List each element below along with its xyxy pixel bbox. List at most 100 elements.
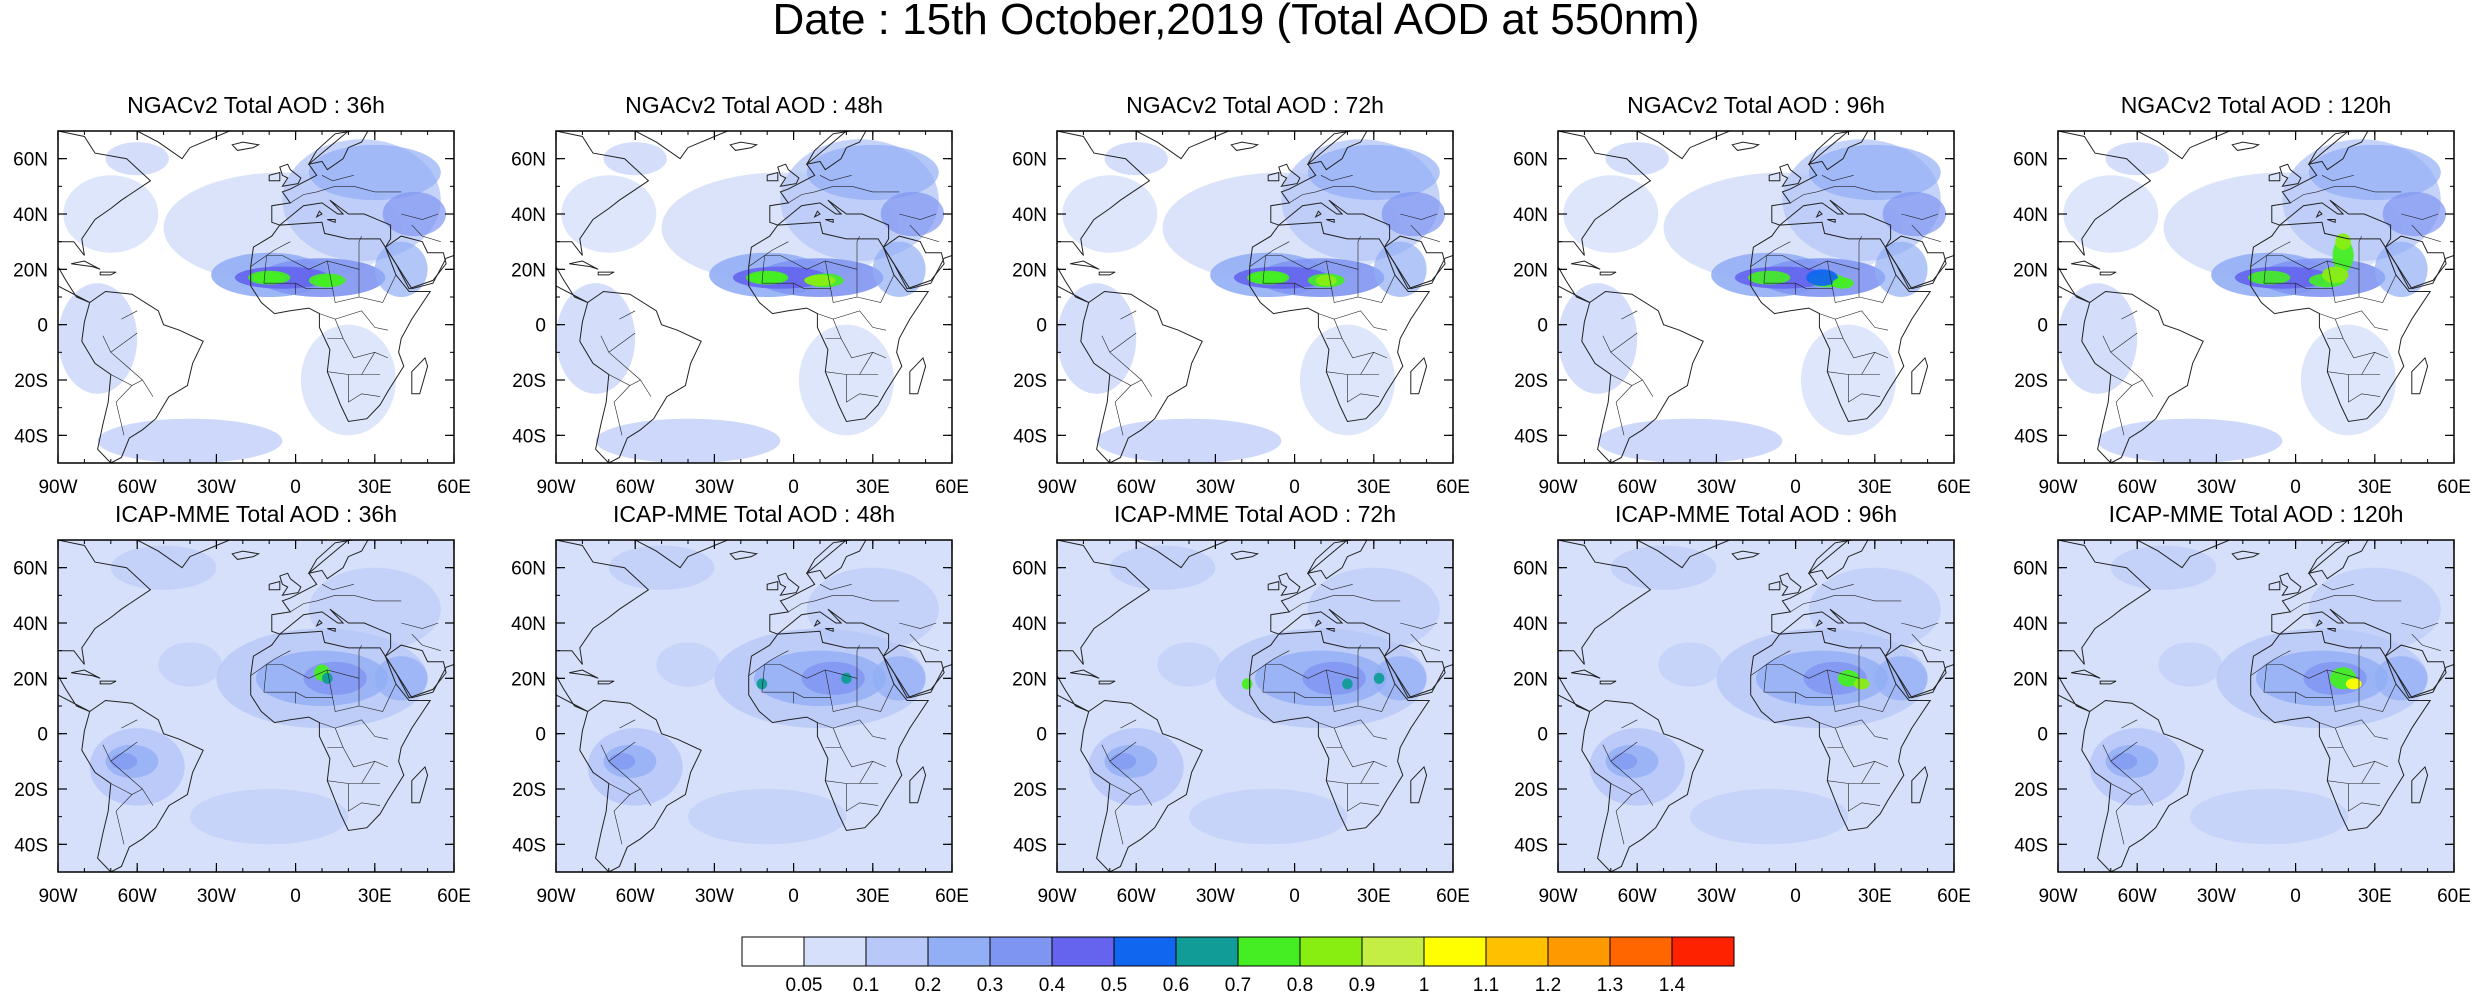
lon-tick-label: 30W bbox=[695, 477, 734, 498]
coastlines bbox=[1558, 540, 1954, 872]
lat-tick-label: 40N bbox=[511, 614, 546, 635]
lat-tick-label: 60N bbox=[511, 559, 546, 580]
lon-tick-label: 0 bbox=[1289, 886, 1300, 907]
lat-tick-label: 60N bbox=[1012, 150, 1047, 171]
lon-tick-label: 90W bbox=[1037, 886, 1076, 907]
panel-title: ICAP-MME Total AOD : 96h bbox=[1614, 501, 1898, 527]
country-borders bbox=[1101, 175, 1440, 436]
lon-tick-label: 0 bbox=[788, 886, 799, 907]
aod-field bbox=[556, 131, 952, 463]
lon-tick-label: 30W bbox=[1196, 477, 1235, 498]
lon-tick-label: 60W bbox=[118, 477, 157, 498]
lon-tick-label: 30E bbox=[856, 477, 890, 498]
coastlines bbox=[1057, 131, 1453, 463]
lon-tick-label: 60E bbox=[1436, 886, 1470, 907]
lon-tick-label: 30E bbox=[1858, 477, 1892, 498]
lat-tick-label: 40S bbox=[1514, 835, 1548, 856]
lon-tick-label: 60W bbox=[1117, 477, 1156, 498]
aod-map-icap-mme-96h: 90W 60W 30W 0 30E 60E 60N 40N 20N 0 20S 40S bbox=[1513, 539, 1971, 907]
lat-tick-label: 0 bbox=[535, 725, 546, 746]
colorbar-label: 1.3 bbox=[1597, 975, 1623, 994]
lon-tick-label: 60W bbox=[1618, 477, 1657, 498]
coastlines bbox=[1558, 131, 1954, 463]
lat-tick-label: 60N bbox=[2013, 559, 2048, 580]
colorbar-label: 0.4 bbox=[1039, 975, 1066, 994]
coastlines bbox=[58, 131, 454, 463]
lon-tick-label: 60W bbox=[118, 886, 157, 907]
lat-tick-label: 20S bbox=[1013, 780, 1047, 801]
coastlines bbox=[1057, 540, 1453, 872]
lat-tick-label: 0 bbox=[2037, 725, 2048, 746]
lon-tick-label: 30E bbox=[1858, 886, 1892, 907]
lon-tick-label: 60W bbox=[616, 886, 655, 907]
country-borders bbox=[1602, 175, 1941, 436]
lat-tick-label: 20N bbox=[2013, 260, 2048, 281]
lon-tick-label: 90W bbox=[2038, 477, 2077, 498]
lat-tick-label: 20S bbox=[1013, 371, 1047, 392]
panel-title: ICAP-MME Total AOD : 48h bbox=[612, 501, 896, 527]
lat-tick-label: 20S bbox=[14, 371, 48, 392]
lon-tick-label: 60E bbox=[935, 886, 969, 907]
colorbar-swatch bbox=[1237, 936, 1301, 967]
lat-tick-label: 40N bbox=[13, 205, 48, 226]
colorbar-label: 1.2 bbox=[1535, 975, 1561, 994]
lat-tick-label: 40S bbox=[2014, 426, 2048, 447]
lon-tick-label: 30E bbox=[358, 477, 392, 498]
country-borders bbox=[102, 584, 441, 845]
lat-tick-label: 60N bbox=[511, 150, 546, 171]
lon-tick-label: 60E bbox=[1937, 886, 1971, 907]
lon-tick-label: 30W bbox=[2197, 886, 2236, 907]
lat-tick-label: 60N bbox=[1513, 559, 1548, 580]
lon-tick-label: 90W bbox=[536, 477, 575, 498]
lon-tick-label: 0 bbox=[2290, 886, 2301, 907]
lat-tick-label: 40S bbox=[512, 835, 546, 856]
lon-tick-label: 0 bbox=[1790, 477, 1801, 498]
lon-tick-label: 30E bbox=[2358, 477, 2392, 498]
lon-tick-label: 60E bbox=[2437, 477, 2471, 498]
aod-map-icap-mme-36h: 90W 60W 30W 0 30E 60E 60N 40N 20N 0 20S 40S bbox=[13, 539, 471, 907]
panel-title: NGACv2 Total AOD : 120h bbox=[2120, 92, 2392, 118]
lat-tick-label: 40N bbox=[1012, 205, 1047, 226]
lon-tick-label: 90W bbox=[38, 886, 77, 907]
colorbar-label: 0.5 bbox=[1101, 975, 1127, 994]
lon-tick-label: 30W bbox=[197, 886, 236, 907]
lat-tick-label: 40S bbox=[1013, 426, 1047, 447]
lon-tick-label: 30E bbox=[2358, 886, 2392, 907]
lon-tick-label: 60W bbox=[1618, 886, 1657, 907]
colorbar-label: 0.6 bbox=[1163, 975, 1189, 994]
aod-map-ngacv2-72h: 90W 60W 30W 0 30E 60E 60N 40N 20N 0 20S 40S bbox=[1012, 130, 1470, 498]
lat-tick-label: 0 bbox=[1036, 316, 1047, 337]
lon-tick-label: 30W bbox=[197, 477, 236, 498]
lon-tick-label: 0 bbox=[290, 477, 301, 498]
country-borders bbox=[600, 584, 939, 845]
country-borders bbox=[600, 175, 939, 436]
panel-title: NGACv2 Total AOD : 72h bbox=[1126, 92, 1384, 118]
lat-tick-label: 20S bbox=[512, 371, 546, 392]
lon-tick-label: 0 bbox=[1790, 886, 1801, 907]
lat-tick-label: 40S bbox=[1013, 835, 1047, 856]
lat-tick-label: 20N bbox=[1012, 260, 1047, 281]
coastlines bbox=[556, 131, 952, 463]
coastlines bbox=[58, 540, 454, 872]
lon-tick-label: 0 bbox=[2290, 477, 2301, 498]
lat-tick-label: 20N bbox=[1513, 260, 1548, 281]
panel-title: ICAP-MME Total AOD : 120h bbox=[2108, 501, 2404, 527]
lon-tick-label: 60E bbox=[2437, 886, 2471, 907]
lat-tick-label: 20N bbox=[2013, 669, 2048, 690]
lat-tick-label: 0 bbox=[1537, 316, 1548, 337]
lat-tick-label: 40S bbox=[14, 426, 48, 447]
colorbar-swatch bbox=[1113, 936, 1177, 967]
lat-tick-label: 0 bbox=[37, 316, 48, 337]
lat-tick-label: 20S bbox=[2014, 780, 2048, 801]
panel-title: ICAP-MME Total AOD : 72h bbox=[1113, 501, 1397, 527]
country-borders bbox=[2102, 584, 2441, 845]
aod-map-icap-mme-120h: 90W 60W 30W 0 30E 60E 60N 40N 20N 0 20S 40S bbox=[2013, 539, 2471, 907]
lat-tick-label: 60N bbox=[1012, 559, 1047, 580]
lon-tick-label: 60E bbox=[1937, 477, 1971, 498]
panel-title: NGACv2 Total AOD : 48h bbox=[625, 92, 883, 118]
lat-tick-label: 40S bbox=[1514, 426, 1548, 447]
lon-tick-label: 90W bbox=[1538, 477, 1577, 498]
lat-tick-label: 60N bbox=[13, 150, 48, 171]
lat-tick-label: 20N bbox=[511, 260, 546, 281]
lat-tick-label: 20S bbox=[512, 780, 546, 801]
